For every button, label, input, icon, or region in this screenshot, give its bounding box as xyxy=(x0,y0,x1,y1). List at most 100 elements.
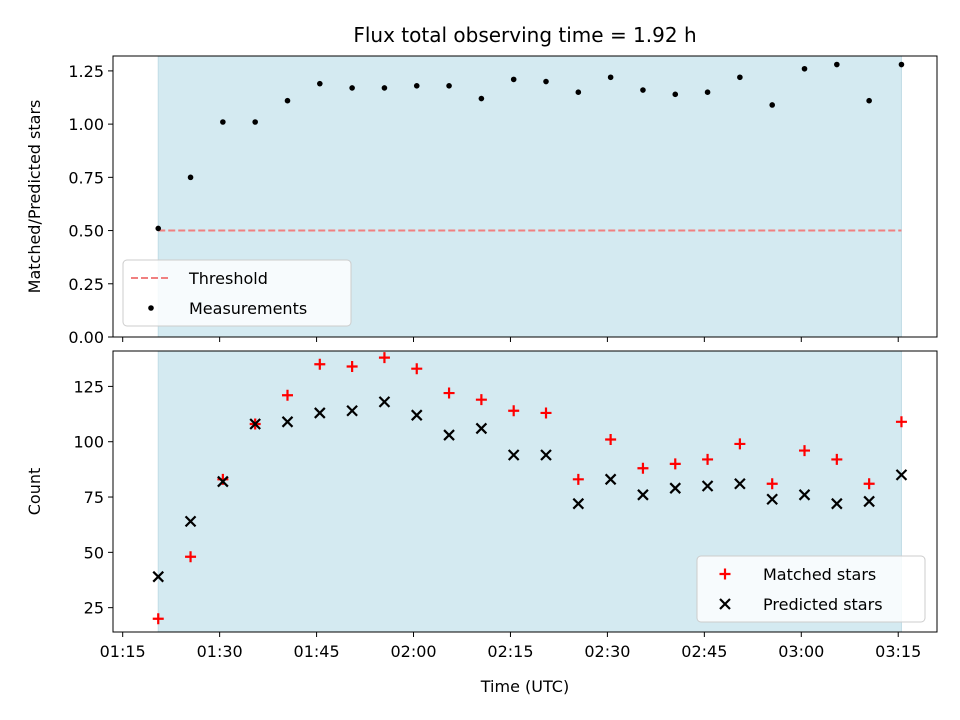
measurement-point xyxy=(704,89,711,95)
y-tick-label: 100 xyxy=(73,433,104,452)
predicted-star-point xyxy=(540,449,552,461)
matched-star-point xyxy=(637,462,649,474)
measurement-point xyxy=(381,85,388,91)
predicted-star-point xyxy=(475,422,488,435)
matched-star-point xyxy=(152,613,164,625)
measurement-point xyxy=(866,97,872,104)
predicted-star-point xyxy=(701,480,714,492)
measurement-point xyxy=(349,85,355,91)
legend: Threshold Measurements xyxy=(122,259,352,327)
predicted-star-point xyxy=(410,409,423,421)
x-tick-label: 01:15 xyxy=(100,642,146,661)
measurement-point xyxy=(155,225,162,232)
predicted-star-point xyxy=(314,407,326,419)
matched-star-point xyxy=(734,438,746,450)
predicted-star-point xyxy=(443,429,455,441)
measurement-point xyxy=(834,61,840,68)
y-tick-label: 75 xyxy=(84,488,104,507)
legend-box xyxy=(122,259,352,327)
plot-frame xyxy=(112,350,938,633)
predicted-star-point xyxy=(281,416,294,428)
legend-label: Predicted stars xyxy=(763,595,883,614)
measurement-point xyxy=(607,74,614,81)
chart-title: Flux total observing time = 1.92 h xyxy=(353,23,696,47)
matched-star-point xyxy=(702,453,714,465)
measurement-point xyxy=(672,91,679,98)
predicted-star-point xyxy=(637,489,649,501)
predicted-star-point xyxy=(831,497,843,510)
predicted-star-point xyxy=(572,497,585,510)
predicted-star-point xyxy=(734,477,746,490)
measurement-point xyxy=(640,87,646,93)
measurement-point xyxy=(317,80,323,87)
x-tick-label: 03:00 xyxy=(778,642,824,661)
predicted-star-point xyxy=(184,515,197,528)
matched-star-point xyxy=(895,416,907,428)
y-tick-label: 50 xyxy=(84,543,104,562)
legend: Matched stars Predicted stars xyxy=(696,555,926,623)
measurement-point xyxy=(252,119,258,125)
measurement-point xyxy=(510,76,517,83)
y-tick-label: 0.00 xyxy=(68,328,104,347)
measurement-point xyxy=(737,74,743,81)
y-axis-label: Count xyxy=(25,468,44,516)
matched-star-point xyxy=(669,458,681,470)
y-tick-label: 0.25 xyxy=(68,275,104,294)
x-tick-label: 02:00 xyxy=(390,642,436,661)
matched-star-point xyxy=(378,352,390,364)
x-tick-label: 01:30 xyxy=(197,642,243,661)
matched-star-point xyxy=(475,394,487,406)
x-axis-label: Time (UTC) xyxy=(480,677,569,696)
matched-star-point xyxy=(346,360,358,372)
y-axis-label: Matched/Predicted stars xyxy=(25,100,44,294)
count-panel: 25 50 75 100 125 01:15 01:30 01:45 02:00 02:15 02:… xyxy=(25,350,938,661)
legend-marker xyxy=(148,305,154,311)
matched-star-point xyxy=(411,363,423,375)
matched-star-point xyxy=(605,434,617,446)
y-tick-label: 25 xyxy=(84,599,104,618)
predicted-star-point xyxy=(766,493,778,506)
y-tick-label: 1.00 xyxy=(68,115,104,134)
matched-star-point xyxy=(572,473,584,485)
legend-label: Matched stars xyxy=(763,565,876,584)
predicted-star-point xyxy=(798,489,811,501)
matched-star-point xyxy=(540,407,552,419)
measurement-point xyxy=(446,83,452,89)
measurement-point xyxy=(413,83,420,89)
y-tick-label: 1.25 xyxy=(68,62,104,81)
matched-star-point xyxy=(314,358,326,370)
predicted-star-point xyxy=(863,495,875,508)
matched-star-point xyxy=(508,405,520,417)
measurement-point xyxy=(220,119,226,125)
predicted-star-point xyxy=(217,475,229,488)
y-tick-label: 125 xyxy=(73,377,104,396)
x-tick-label: 01:45 xyxy=(294,642,340,661)
y-tick-label: 0.75 xyxy=(68,168,104,187)
matched-star-point xyxy=(281,389,293,401)
y-tick-label: 0.50 xyxy=(68,222,104,241)
legend-marker xyxy=(719,598,731,610)
legend-marker xyxy=(719,568,731,580)
predicted-star-point xyxy=(604,473,617,486)
matched-star-point xyxy=(185,551,197,563)
predicted-star-point xyxy=(346,404,358,417)
measurement-point xyxy=(284,97,291,104)
matched-star-point xyxy=(799,445,811,457)
matched-star-point xyxy=(443,387,455,399)
matched-star-point xyxy=(831,453,843,465)
predicted-star-point xyxy=(378,396,391,408)
measurement-point xyxy=(543,78,549,85)
measurement-point xyxy=(575,89,582,95)
measurement-point xyxy=(187,174,194,181)
x-tick-label: 02:45 xyxy=(681,642,727,661)
x-tick-label: 02:15 xyxy=(487,642,533,661)
predicted-star-point xyxy=(152,570,165,583)
predicted-star-point xyxy=(507,449,520,461)
legend-box xyxy=(696,555,926,623)
measurement-point xyxy=(801,65,808,72)
legend-label: Threshold xyxy=(188,269,268,288)
predicted-star-point xyxy=(669,482,682,494)
predicted-star-point xyxy=(895,469,908,481)
x-tick-label: 03:15 xyxy=(875,642,921,661)
